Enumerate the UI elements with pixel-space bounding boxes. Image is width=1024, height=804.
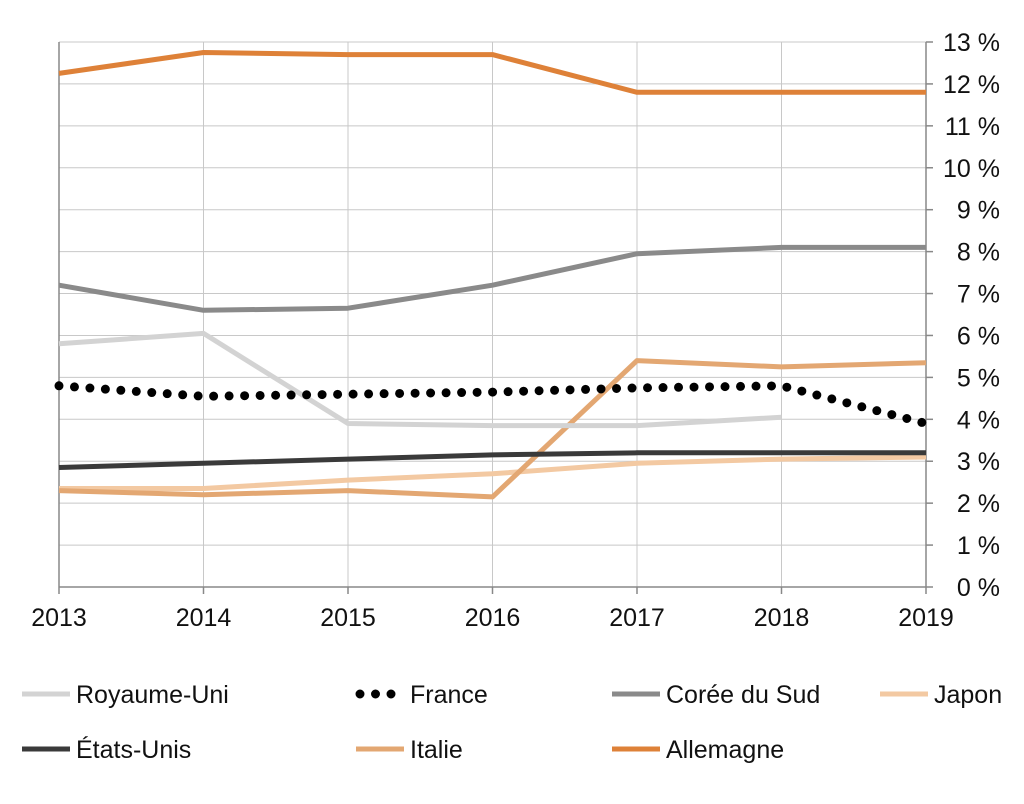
x-tick-label: 2019 (898, 604, 954, 632)
series-lines (54, 50, 931, 500)
legend: Royaume-Uni France Corée du Sud Japon États-… (22, 681, 1002, 764)
series-line-france (54, 381, 931, 428)
legend-item-coree-du-sud: Corée du Sud (612, 681, 820, 709)
legend-item-france: France (355, 681, 488, 709)
x-tick-label: 2016 (465, 604, 521, 632)
legend-item-allemagne: Allemagne (612, 736, 784, 764)
y-tick-label: 1 % (957, 532, 1000, 560)
y-tick-label: 6 % (957, 322, 1000, 350)
y-tick-label: 5 % (957, 364, 1000, 392)
x-tick-label: 2015 (320, 604, 376, 632)
x-tick-label: 2013 (31, 604, 87, 632)
x-tick-label: 2018 (754, 604, 810, 632)
legend-label: Italie (410, 736, 463, 764)
gridlines (59, 41, 926, 587)
y-tick-label: 3 % (957, 448, 1000, 476)
y-tick-label: 7 % (957, 281, 1000, 309)
legend-label: France (410, 681, 488, 709)
y-tick-label: 9 % (957, 197, 1000, 225)
legend-item-royaume-uni: Royaume-Uni (22, 681, 229, 709)
series-line-italie (58, 358, 927, 500)
y-tick-label: 2 % (957, 490, 1000, 518)
legend-label: Corée du Sud (666, 681, 820, 709)
legend-label: Japon (934, 681, 1002, 709)
series-line-royaume-uni (58, 330, 782, 429)
series-line-allemagne (58, 50, 926, 95)
legend-item-italie: Italie (356, 736, 463, 764)
y-tick-label: 11 % (945, 113, 1000, 141)
y-tick-label: 10 % (943, 155, 1000, 183)
legend-label: Allemagne (666, 736, 784, 764)
y-tick-label: 13 % (943, 29, 1000, 57)
legend-label: États-Unis (76, 735, 191, 764)
x-tick-label: 2014 (176, 604, 232, 632)
x-tick-label: 2017 (609, 604, 665, 632)
y-tick-label: 4 % (957, 406, 1000, 434)
legend-item-etats-unis: États-Unis (22, 735, 191, 764)
series-line-japon (59, 454, 927, 491)
y-tick-label: 0 % (957, 574, 1000, 602)
series-line-coree-du-sud (58, 244, 926, 313)
axes: 0 % 1 % 2 % 3 % 4 % 5 % 6 % 7 % 8 % 9 % 10 % 11 % 12… (31, 29, 1000, 632)
series-line-etats-unis (58, 450, 926, 470)
legend-label: Royaume-Uni (76, 681, 229, 709)
legend-item-japon: Japon (880, 681, 1002, 709)
y-tick-label: 8 % (957, 239, 1000, 267)
y-tick-label: 12 % (943, 71, 1000, 99)
